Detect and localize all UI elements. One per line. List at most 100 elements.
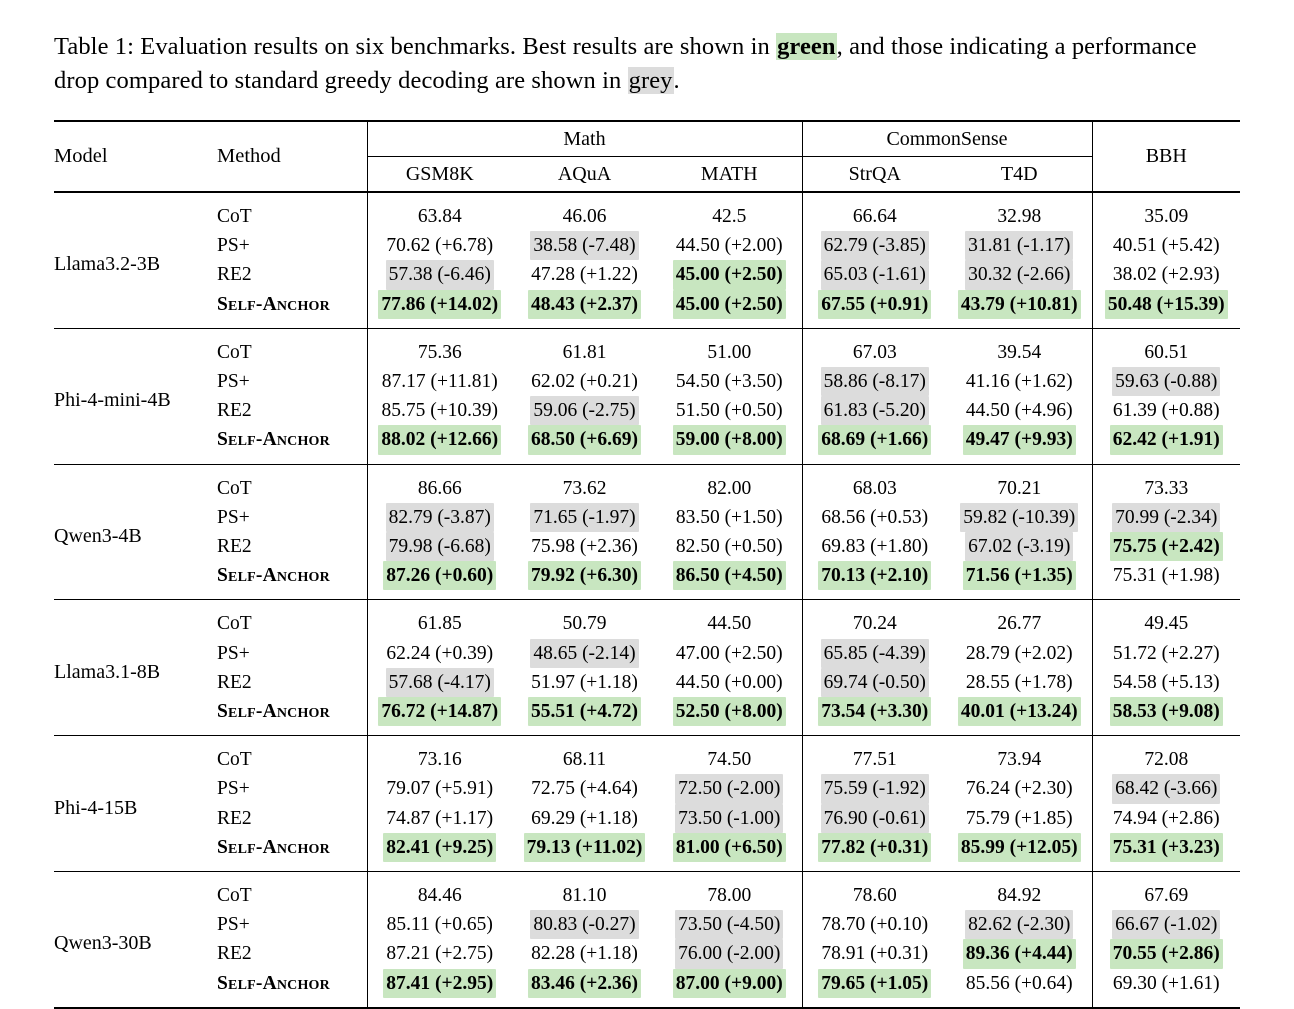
metric-cell: 68.56 (+0.53) xyxy=(801,502,947,533)
metric-cell: 61.85 xyxy=(366,600,512,639)
header-col-aqua: AQuA xyxy=(557,162,612,185)
metric-cell: 31.81 (-1.17) xyxy=(947,231,1092,261)
metric-cell: 77.82 (+0.31) xyxy=(801,832,947,872)
metric-cell: 57.38 (-6.46) xyxy=(366,260,512,290)
metric-value: 73.54 (+3.30) xyxy=(818,697,932,727)
metric-cell: 73.54 (+3.30) xyxy=(801,697,947,736)
metric-cell: 48.43 (+2.37) xyxy=(512,289,657,329)
metric-cell: 51.50 (+0.50) xyxy=(657,396,802,425)
method-name: RE2 xyxy=(217,943,252,965)
metric-cell: 26.77 xyxy=(947,600,1092,638)
metric-value: 44.50 xyxy=(707,613,752,635)
metric-cell: 28.79 (+2.02) xyxy=(947,639,1092,668)
metric-cell: 70.62 (+6.78) xyxy=(366,231,512,261)
metric-cell: 32.98 xyxy=(947,193,1092,231)
metric-cell: 68.03 xyxy=(801,464,947,503)
table-row: Self-Anchor 87.26 (+0.60) 79.92 (+6.30) 86.… xyxy=(54,561,1240,600)
metric-cell: 44.50 (+0.00) xyxy=(657,668,802,697)
method-name: RE2 xyxy=(217,400,252,422)
metric-cell: 62.24 (+0.39) xyxy=(366,638,512,668)
metric-value: 75.79 (+1.85) xyxy=(965,807,1073,829)
metric-value: 44.50 (+0.00) xyxy=(675,671,783,693)
metric-cell: 61.39 (+0.88) xyxy=(1091,396,1240,426)
metric-value: 79.98 (-6.68) xyxy=(385,532,494,562)
metric-cell: 77.51 xyxy=(801,736,947,775)
metric-cell: 76.72 (+14.87) xyxy=(366,697,512,736)
metric-cell: 43.79 (+10.81) xyxy=(947,289,1092,329)
metric-cell: 67.55 (+0.91) xyxy=(801,289,947,329)
metric-cell: 83.50 (+1.50) xyxy=(657,503,802,532)
metric-cell: 74.94 (+2.86) xyxy=(1091,803,1240,833)
metric-value: 83.46 (+2.36) xyxy=(528,968,641,998)
metric-value: 59.06 (-2.75) xyxy=(530,396,639,426)
metric-cell: 75.31 (+1.98) xyxy=(1091,561,1240,600)
metric-value: 41.16 (+1.62) xyxy=(965,371,1073,393)
metric-cell: 82.41 (+9.25) xyxy=(366,832,512,872)
header-model: Model xyxy=(54,145,108,167)
method-name: PS+ xyxy=(217,235,250,257)
metric-cell: 73.50 (-1.00) xyxy=(657,803,802,833)
metric-cell: 48.65 (-2.14) xyxy=(512,638,657,668)
metric-cell: 85.75 (+10.39) xyxy=(366,396,512,426)
metric-value: 75.31 (+3.23) xyxy=(1109,832,1223,863)
metric-value: 32.98 xyxy=(997,206,1042,227)
metric-cell: 87.00 (+9.00) xyxy=(657,968,802,1008)
method-name: RE2 xyxy=(217,536,252,558)
metric-value: 76.24 (+2.30) xyxy=(965,778,1073,800)
metric-cell: 59.00 (+8.00) xyxy=(657,425,802,464)
metric-value: 61.85 xyxy=(417,613,462,635)
header-col-strqa: StrQA xyxy=(801,156,947,192)
metric-cell: 70.21 xyxy=(947,465,1092,503)
model-name: Qwen3-30B xyxy=(54,932,152,955)
metric-value: 87.41 (+2.95) xyxy=(383,968,497,998)
metric-cell: 76.24 (+2.30) xyxy=(947,774,1092,803)
rule-block-separator xyxy=(54,463,1240,465)
metric-value: 82.79 (-3.87) xyxy=(385,502,494,533)
table-row: PS+ 62.24 (+0.39) 48.65 (-2.14) 47.00 (+2.5… xyxy=(54,638,1240,668)
metric-value: 48.43 (+2.37) xyxy=(528,289,641,319)
caption-suffix: . xyxy=(673,67,680,94)
metric-cell: 78.60 xyxy=(801,872,947,911)
metric-cell: 40.01 (+13.24) xyxy=(947,697,1092,736)
metric-cell: 57.68 (-4.17) xyxy=(366,667,512,698)
metric-value: 57.38 (-6.46) xyxy=(385,260,494,290)
table-row: PS+ 70.62 (+6.78) 38.58 (-7.48) 44.50 (+2.0… xyxy=(54,231,1240,261)
metric-cell: 79.07 (+5.91) xyxy=(366,774,512,804)
metric-cell: 59.82 (-10.39) xyxy=(947,502,1092,533)
table-row: Self-Anchor 77.86 (+14.02) 48.43 (+2.37) 45… xyxy=(54,289,1240,329)
table-row: RE2 85.75 (+10.39) 59.06 (-2.75) 51.50 (+0.… xyxy=(54,396,1240,426)
method-name: Self-Anchor xyxy=(217,565,330,587)
metric-value: 78.00 xyxy=(707,885,752,907)
metric-cell: 87.21 (+2.75) xyxy=(366,939,512,969)
method-name: PS+ xyxy=(217,506,250,528)
metric-value: 61.81 xyxy=(562,341,607,363)
metric-cell: 69.74 (-0.50) xyxy=(801,667,947,698)
metric-cell: 60.51 xyxy=(1091,328,1240,368)
caption-grey-keyword: grey xyxy=(627,67,674,94)
metric-value: 89.36 (+4.44) xyxy=(962,939,1076,969)
metric-cell: 81.10 xyxy=(512,872,657,910)
table-row: RE2 79.98 (-6.68) 75.98 (+2.36) 82.50 (+0.5… xyxy=(54,532,1240,562)
metric-cell: 62.02 (+0.21) xyxy=(512,367,657,396)
method-name: RE2 xyxy=(217,671,252,693)
metric-value: 74.87 (+1.17) xyxy=(386,807,494,829)
metric-cell: 44.50 (+4.96) xyxy=(947,396,1092,425)
method-name: Self-Anchor xyxy=(217,836,330,858)
metric-value: 31.81 (-1.17) xyxy=(965,231,1074,261)
table-row: Self-Anchor 82.41 (+9.25) 79.13 (+11.02) 81… xyxy=(54,832,1240,872)
metric-value: 79.65 (+1.05) xyxy=(818,968,932,998)
metric-cell: 71.56 (+1.35) xyxy=(947,561,1092,600)
metric-cell: 75.98 (+2.36) xyxy=(512,532,657,561)
metric-cell: 38.02 (+2.93) xyxy=(1091,260,1240,290)
metric-value: 82.41 (+9.25) xyxy=(383,832,497,863)
metric-cell: 79.92 (+6.30) xyxy=(512,561,657,600)
metric-value: 30.32 (-2.66) xyxy=(965,260,1074,290)
table-row: Qwen3-30B CoT 84.46 81.10 78.00 78.60 84.92 67.… xyxy=(54,872,1240,954)
metric-cell: 54.58 (+5.13) xyxy=(1091,667,1240,698)
metric-cell: 51.97 (+1.18) xyxy=(512,668,657,697)
table-row: PS+ 82.79 (-3.87) 71.65 (-1.97) 83.50 (+1.5… xyxy=(54,502,1240,533)
metric-value: 65.03 (-1.61) xyxy=(820,260,929,290)
metric-cell: 47.28 (+1.22) xyxy=(512,260,657,289)
metric-value: 35.09 xyxy=(1144,206,1189,227)
metric-cell: 50.79 xyxy=(512,600,657,638)
